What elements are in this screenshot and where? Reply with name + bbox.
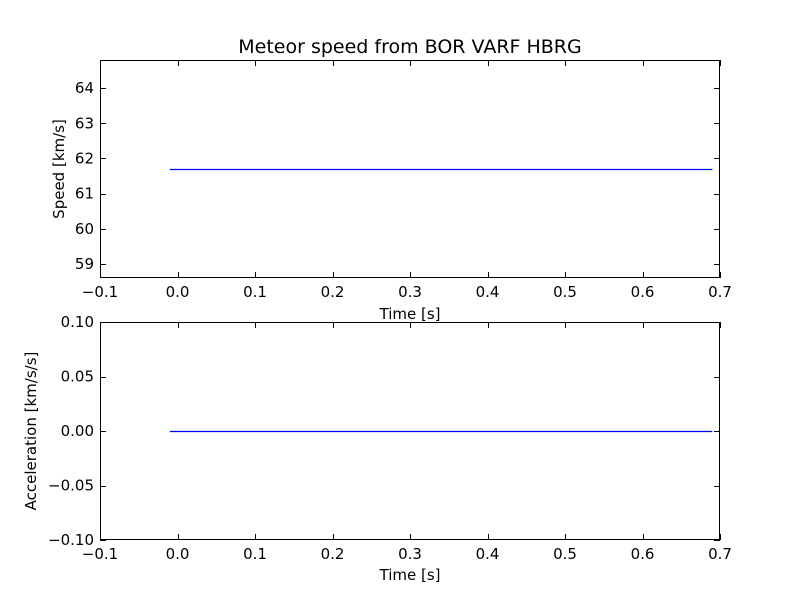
- acceleration-y-axis-label: Acceleration [km/s/s]: [22, 352, 40, 511]
- acceleration-x-tick-label: 0.5: [553, 545, 577, 563]
- acceleration-ticks: −0.1 0.0 0.1 0.2 0.3 0.4 0.5 0.6 0.7 −0.10 −0.05 0.…: [48, 313, 732, 563]
- speed-y-tick-label: 59: [75, 255, 94, 273]
- speed-x-tick-label: 0.2: [321, 283, 345, 301]
- acceleration-y-tick-label: −0.05: [48, 477, 94, 495]
- speed-chart-title: Meteor speed from BOR VARF HBRG: [238, 36, 581, 58]
- speed-axes-frame: [100, 60, 720, 278]
- speed-subplot: Meteor speed from BOR VARF HBRG Time [s]…: [50, 36, 732, 323]
- acceleration-y-tick-label: 0.05: [61, 368, 94, 386]
- acceleration-x-tick-label: 0.6: [631, 545, 655, 563]
- speed-x-tick-label: 0.0: [166, 283, 190, 301]
- acceleration-y-tick-label: −0.10: [48, 531, 94, 549]
- acceleration-x-tick-label: 0.3: [398, 545, 422, 563]
- acceleration-subplot: Time [s] Acceleration [km/s/s] −0.1 0.0 0.…: [22, 313, 732, 584]
- speed-ticks: −0.1 0.0 0.1 0.2 0.3 0.4 0.5 0.6 0.7 59 60 61 62 63 64: [75, 60, 732, 301]
- speed-x-tick-label: 0.1: [243, 283, 267, 301]
- speed-y-tick-label: 62: [75, 149, 94, 167]
- speed-y-tick-label: 63: [75, 114, 94, 132]
- speed-x-tick-label: 0.5: [553, 283, 577, 301]
- speed-y-tick-label: 60: [75, 220, 94, 238]
- speed-x-tick-label: −0.1: [82, 283, 118, 301]
- speed-x-tick-label: 0.4: [476, 283, 500, 301]
- speed-x-tick-label: 0.6: [631, 283, 655, 301]
- acceleration-x-tick-label: 0.0: [166, 545, 190, 563]
- speed-x-axis-label: Time [s]: [379, 305, 441, 323]
- acceleration-x-tick-label: 0.1: [243, 545, 267, 563]
- acceleration-axes-frame: [100, 322, 720, 540]
- acceleration-y-tick-label: 0.00: [61, 422, 94, 440]
- speed-x-tick-label: 0.3: [398, 283, 422, 301]
- acceleration-x-tick-label: 0.4: [476, 545, 500, 563]
- speed-y-axis-label: Speed [km/s]: [50, 119, 68, 219]
- speed-x-tick-label: 0.7: [708, 283, 732, 301]
- acceleration-x-tick-label: −0.1: [82, 545, 118, 563]
- acceleration-x-axis-label: Time [s]: [379, 566, 441, 584]
- speed-y-tick-label: 61: [75, 185, 94, 203]
- acceleration-x-tick-label: 0.2: [321, 545, 345, 563]
- speed-y-tick-label: 64: [75, 79, 94, 97]
- acceleration-y-tick-label: 0.10: [61, 313, 94, 331]
- acceleration-x-tick-label: 0.7: [708, 545, 732, 563]
